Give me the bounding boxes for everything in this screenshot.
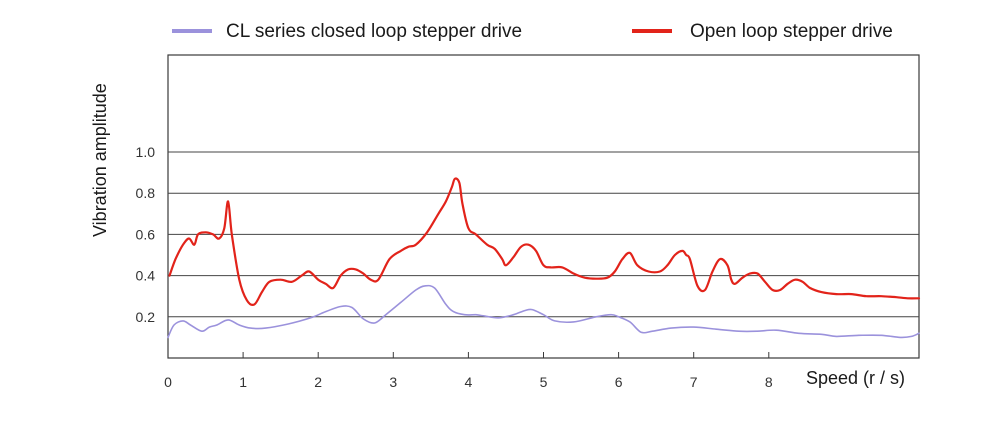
series-line-open-loop [168, 177, 921, 307]
x-tick-labels: 0 1 2 3 4 5 6 7 8 [164, 352, 773, 390]
y-tick-label: 0.6 [136, 226, 156, 242]
gridlines [168, 151, 919, 318]
y-tick-labels: 0.2 0.4 0.6 0.8 1.0 [136, 144, 156, 325]
x-tick-label: 5 [540, 374, 548, 390]
series-layer [167, 177, 921, 339]
x-tick-label: 2 [314, 374, 322, 390]
series-line-closed-loop [167, 284, 920, 339]
y-tick-label: 0.2 [136, 309, 156, 325]
legend-label-open-loop: Open loop stepper drive [690, 21, 893, 42]
x-tick-label: 8 [765, 374, 773, 390]
y-axis-title: Vibration amplitude [90, 83, 110, 237]
x-axis-title: Speed (r / s) [806, 368, 905, 388]
y-tick-label: 0.4 [136, 268, 156, 284]
y-tick-label: 1.0 [136, 144, 156, 160]
x-tick-label: 0 [164, 374, 172, 390]
plot-frame [167, 54, 920, 359]
x-tick-label: 3 [389, 374, 397, 390]
x-tick-label: 6 [615, 374, 623, 390]
x-tick-label: 7 [690, 374, 698, 390]
legend: CL series closed loop stepper drive Open… [172, 21, 893, 42]
x-tick-label: 1 [239, 374, 247, 390]
legend-label-closed-loop: CL series closed loop stepper drive [226, 21, 522, 42]
y-tick-label: 0.8 [136, 185, 156, 201]
x-tick-label: 4 [465, 374, 473, 390]
